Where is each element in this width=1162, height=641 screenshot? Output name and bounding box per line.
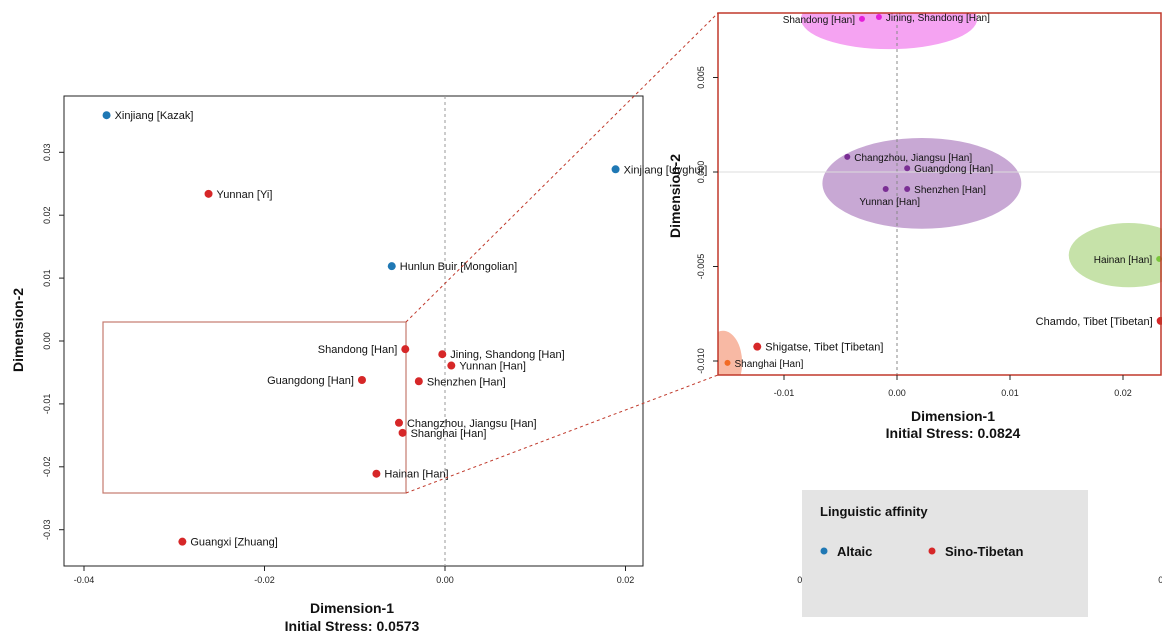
label-shenzhen-han: Shenzhen [Han] — [427, 376, 506, 388]
label-xinjiang-kazak: Xinjiang [Kazak] — [115, 110, 194, 122]
label-shigatse-tibet-tibetan: Shigatse, Tibet [Tibetan] — [765, 342, 883, 354]
left-y-tick-label: 0.03 — [42, 144, 52, 162]
left-x-tick-label: 0.02 — [617, 575, 635, 585]
left-y-tick-label: 0.02 — [42, 206, 52, 224]
legend-title: Linguistic affinity — [820, 504, 928, 519]
left-y-tick-label: -0.02 — [42, 457, 52, 478]
zoom-label-hainan-han: Hainan [Han] — [1094, 255, 1153, 266]
right-x-axis-title: Dimension-1 — [911, 408, 995, 424]
zoom-label-yunnan-han: Yunnan [Han] — [859, 197, 920, 208]
left-zoom-box — [102, 321, 407, 494]
zoom-label-changzhou-jiangsu-han: Changzhou, Jiangsu [Han] — [854, 153, 972, 164]
cluster-ellipse — [822, 137, 1022, 229]
zoom-point-changzhou-jiangsu-han — [844, 153, 851, 160]
point-guangdong-han — [357, 375, 366, 384]
left-y-tick-label: 0.00 — [42, 332, 52, 350]
zoom-point-shanghai-han — [724, 359, 731, 366]
right-plot-area: Shandong [Han] Jining, Shandong [Han] Chan… — [718, 13, 1162, 375]
right-y-tick-label: -0.005 — [696, 254, 706, 280]
point-changzhou-jiangsu-han — [394, 418, 403, 427]
label-changzhou-jiangsu-han: Changzhou, Jiangsu [Han] — [407, 418, 537, 430]
right-y-axis-title: Dimension-2 — [667, 154, 683, 238]
point-shanghai-han — [398, 428, 407, 437]
label-hainan-han: Hainan [Han] — [384, 469, 448, 481]
legend: Linguistic affinity Altaic Sino-Tibetan — [802, 490, 1088, 617]
left-stress-label: Initial Stress: 0.0573 — [285, 618, 420, 634]
point-xinjiang-uyghur — [611, 165, 620, 174]
point-hainan-han — [372, 469, 381, 478]
zoom-point-shandong-han — [858, 15, 865, 22]
zoom-label-shenzhen-han: Shenzhen [Han] — [914, 185, 986, 196]
label-shandong-han: Shandong [Han] — [318, 344, 398, 356]
left-plot-frame — [63, 95, 644, 567]
right-x-tick-label: -0.01 — [774, 388, 795, 398]
zoom-point-yunnan-han — [882, 186, 889, 193]
left-x-tick-label: 0.00 — [436, 575, 454, 585]
zoom-label-guangdong-han: Guangdong [Han] — [914, 164, 993, 175]
legend-altaic-marker — [820, 547, 828, 555]
label-hunlun-buir-mongolian: Hunlun Buir [Mongolian] — [400, 261, 517, 273]
zoom-connector-bottom — [405, 374, 719, 494]
cluster-ellipse — [800, 13, 978, 50]
left-x-tick-label: -0.02 — [254, 575, 275, 585]
right-y-tick-label: -0.010 — [696, 348, 706, 374]
point-shandong-han — [401, 345, 410, 354]
cluster-ellipse — [1068, 223, 1162, 288]
right-y-tick-label: 0.000 — [696, 161, 706, 184]
point-jining-shandong-han — [438, 350, 447, 359]
left-x-tick-label: 0.08 — [1158, 575, 1162, 585]
right-y-tick-label: 0.005 — [696, 66, 706, 89]
zoom-point-jining-shandong-han — [875, 14, 882, 21]
label-guangdong-han: Guangdong [Han] — [267, 375, 354, 387]
zoom-connector-top — [405, 12, 719, 323]
right-x-tick-label: 0.02 — [1114, 388, 1132, 398]
zoom-point-guangdong-han — [904, 165, 911, 172]
label-jining-shandong-han: Jining, Shandong [Han] — [450, 349, 564, 361]
point-guangxi-zhuang — [178, 537, 187, 546]
point-shenzhen-han — [414, 377, 423, 386]
left-y-tick-label: 0.01 — [42, 269, 52, 287]
right-stress-label: Initial Stress: 0.0824 — [886, 425, 1021, 441]
label-yunnan-han: Yunnan [Han] — [459, 361, 526, 373]
legend-background — [802, 490, 1088, 617]
label-yunnan-yi: Yunnan [Yi] — [217, 189, 273, 201]
label-guangxi-zhuang: Guangxi [Zhuang] — [190, 537, 277, 549]
zoom-connectors — [405, 12, 719, 494]
legend-sino-tibetan-label: Sino-Tibetan — [945, 544, 1024, 559]
right-x-tick-label: 0.00 — [888, 388, 906, 398]
left-y-axis-title: Dimension-2 — [10, 288, 26, 372]
left-x-axis-title: Dimension-1 — [310, 600, 394, 616]
right-plot-frame — [717, 12, 1162, 376]
point-hunlun-buir-mongolian — [387, 262, 396, 271]
zoom-label-shanghai-han: Shanghai [Han] — [735, 359, 804, 370]
point-shigatse-tibet-tibetan — [753, 342, 762, 351]
label-xinjiang-uyghur: Xinjiang [Uyghur] — [624, 164, 708, 176]
left-x-tick-label: -0.04 — [74, 575, 95, 585]
label-chamdo-tibet-tibetan: Chamdo, Tibet [Tibetan] — [1036, 316, 1153, 328]
zoom-point-shenzhen-han — [904, 186, 911, 193]
label-shanghai-han: Shanghai [Han] — [411, 428, 487, 440]
right-zoom-plot: Shandong [Han] Jining, Shandong [Han] Chan… — [667, 12, 1162, 441]
left-y-tick-label: -0.01 — [42, 394, 52, 415]
legend-altaic-label: Altaic — [837, 544, 872, 559]
zoom-label-jining-shandong-han: Jining, Shandong [Han] — [886, 13, 990, 24]
point-xinjiang-kazak — [102, 111, 111, 120]
right-x-tick-label: 0.01 — [1001, 388, 1019, 398]
legend-sino-tibetan-marker — [928, 547, 936, 555]
zoom-label-shandong-han: Shandong [Han] — [783, 15, 856, 26]
left-y-tick-label: -0.03 — [42, 519, 52, 540]
point-yunnan-han — [447, 361, 456, 370]
left-mds-plot: -0.04-0.020.000.020.040.060.08-0.03-0.02… — [10, 95, 1162, 634]
point-yunnan-yi — [204, 189, 213, 198]
cluster-ellipse — [718, 330, 743, 375]
